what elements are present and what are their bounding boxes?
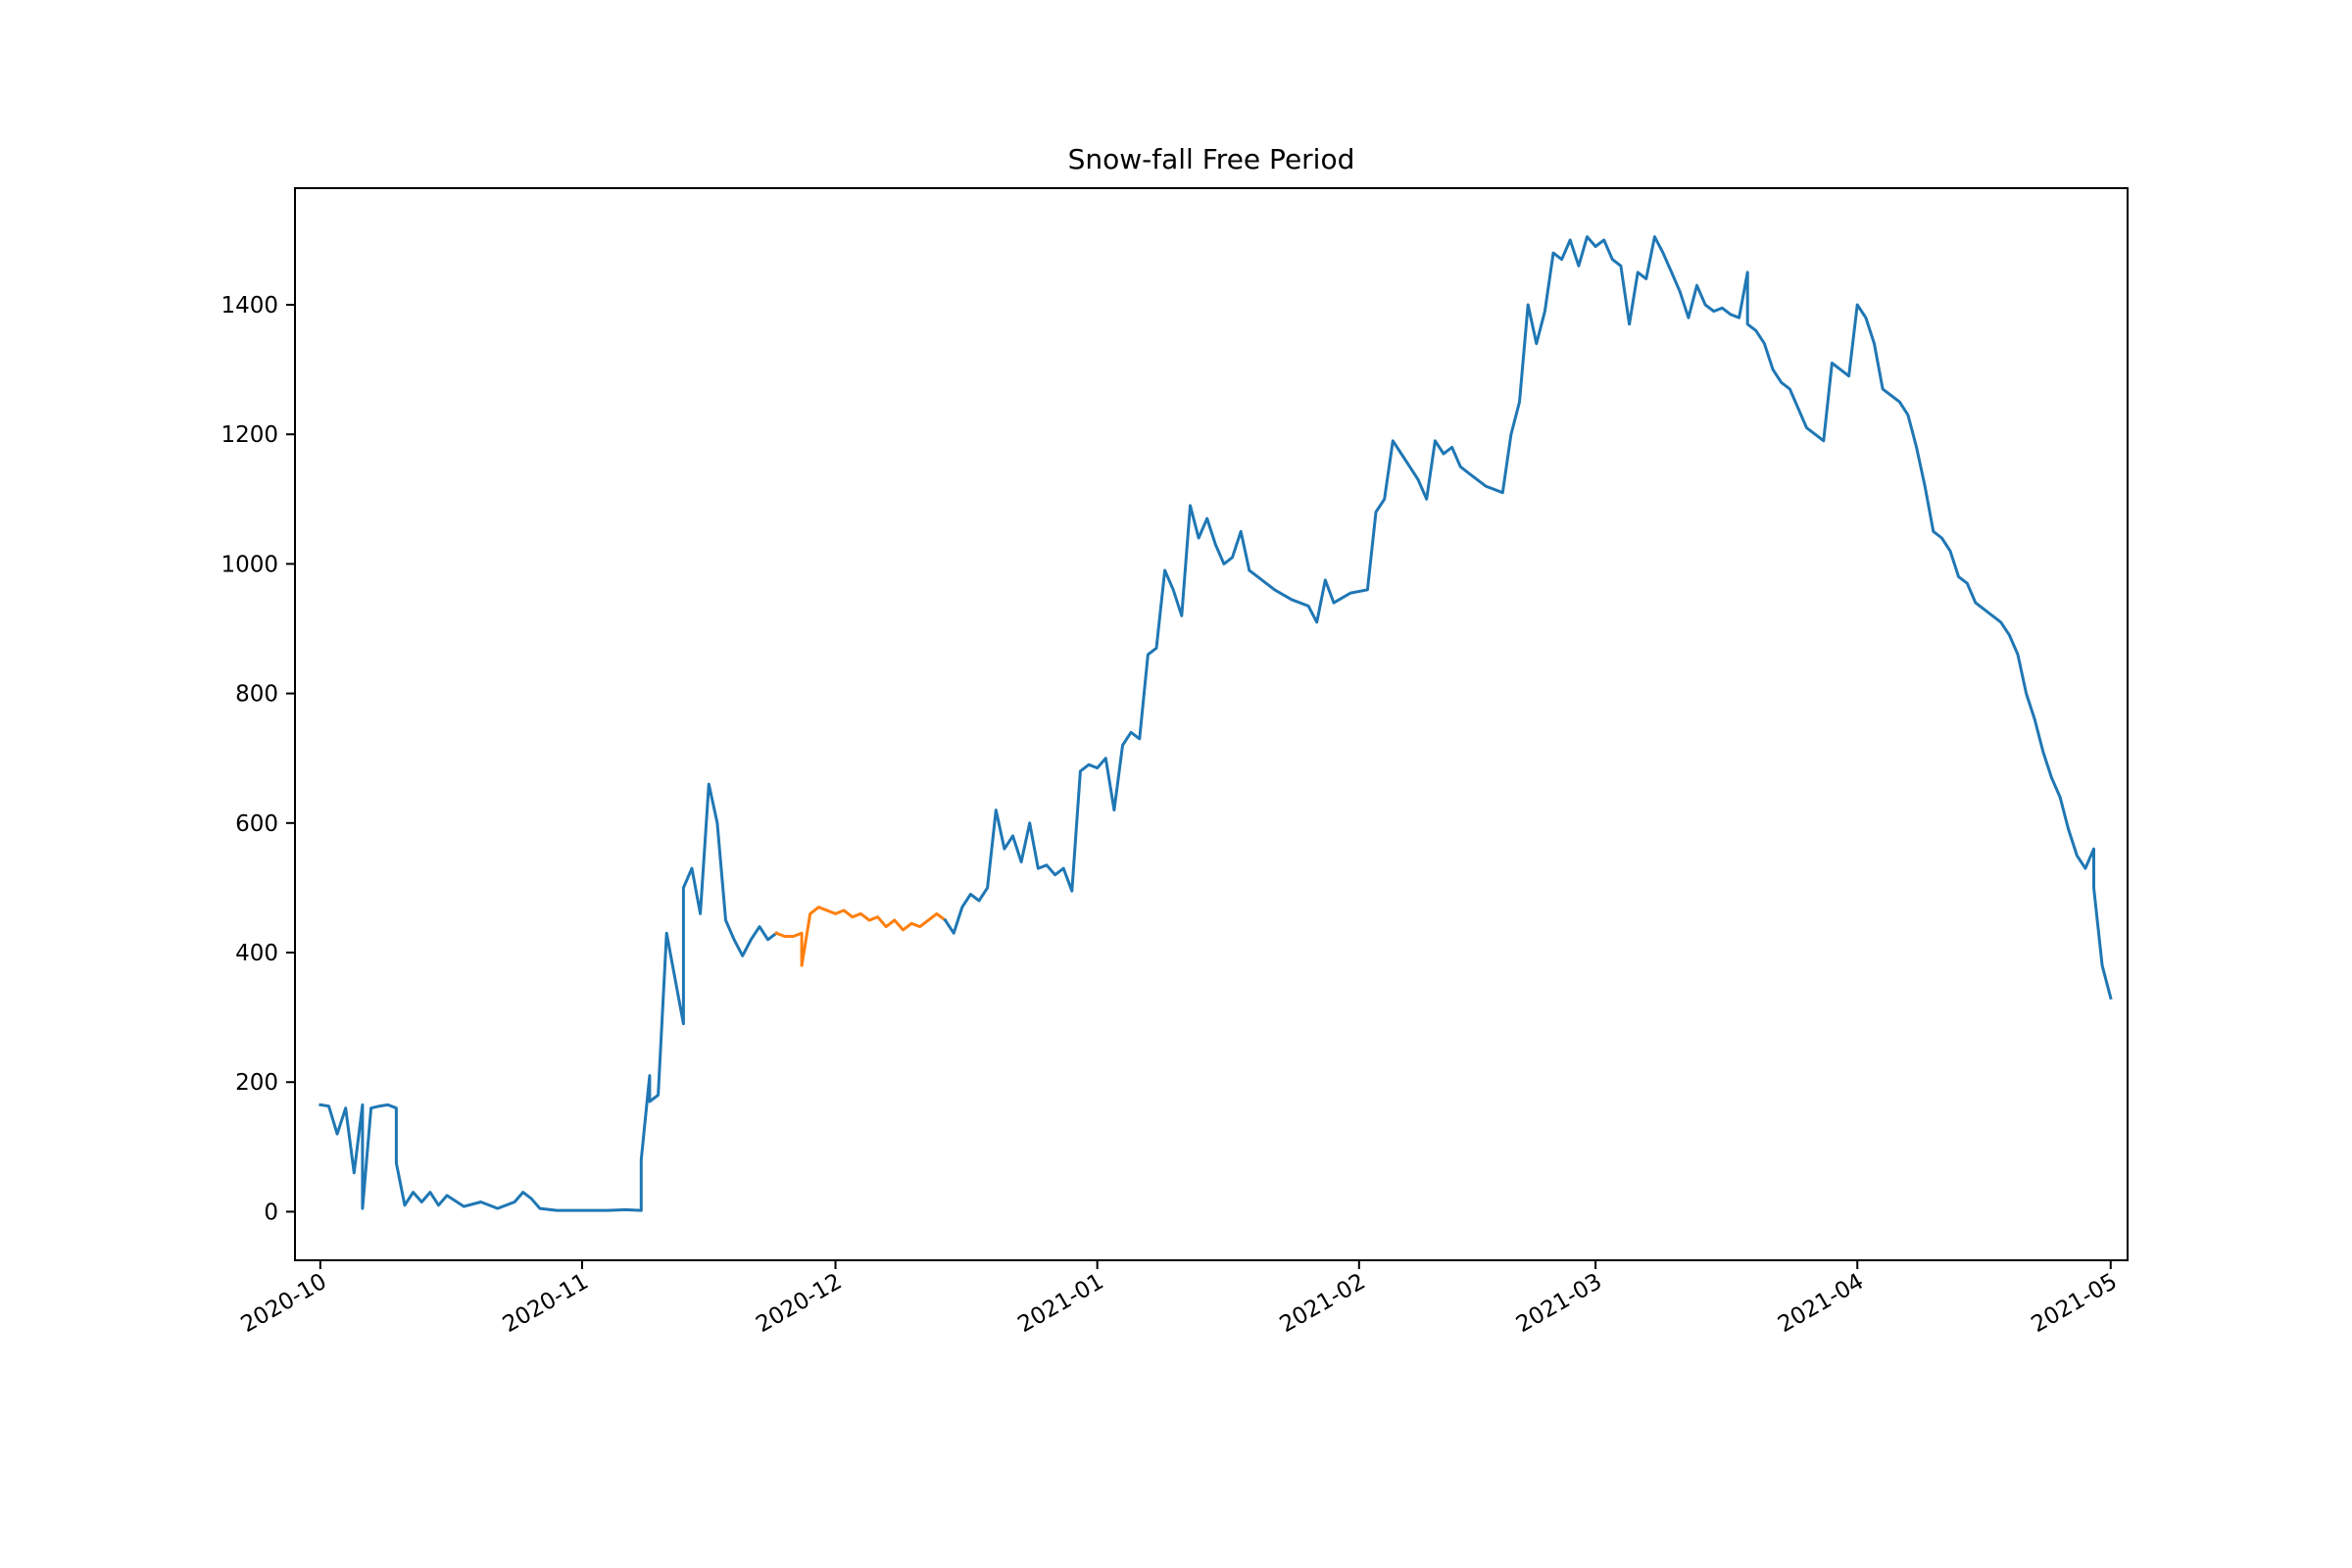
y-tick-label: 800	[235, 682, 278, 708]
series-line-3	[943, 235, 2113, 1001]
plot-frame	[294, 187, 2129, 1261]
y-tick-label: 1200	[220, 422, 278, 448]
series-line-1	[318, 782, 779, 1212]
chart-title: Snow-fall Free Period	[1068, 143, 1355, 175]
y-tick-label: 200	[235, 1070, 278, 1096]
y-tick-label: 400	[235, 941, 278, 966]
y-tick-label: 1000	[220, 552, 278, 577]
y-tick-label: 600	[235, 811, 278, 837]
series-line-2	[774, 906, 948, 967]
plot-layer	[318, 235, 2113, 1212]
y-axis: 0 200 400 600 800 1000 1200 1400	[220, 293, 295, 1225]
y-tick-label: 1400	[220, 293, 278, 318]
y-tick-label: 0	[264, 1200, 278, 1225]
